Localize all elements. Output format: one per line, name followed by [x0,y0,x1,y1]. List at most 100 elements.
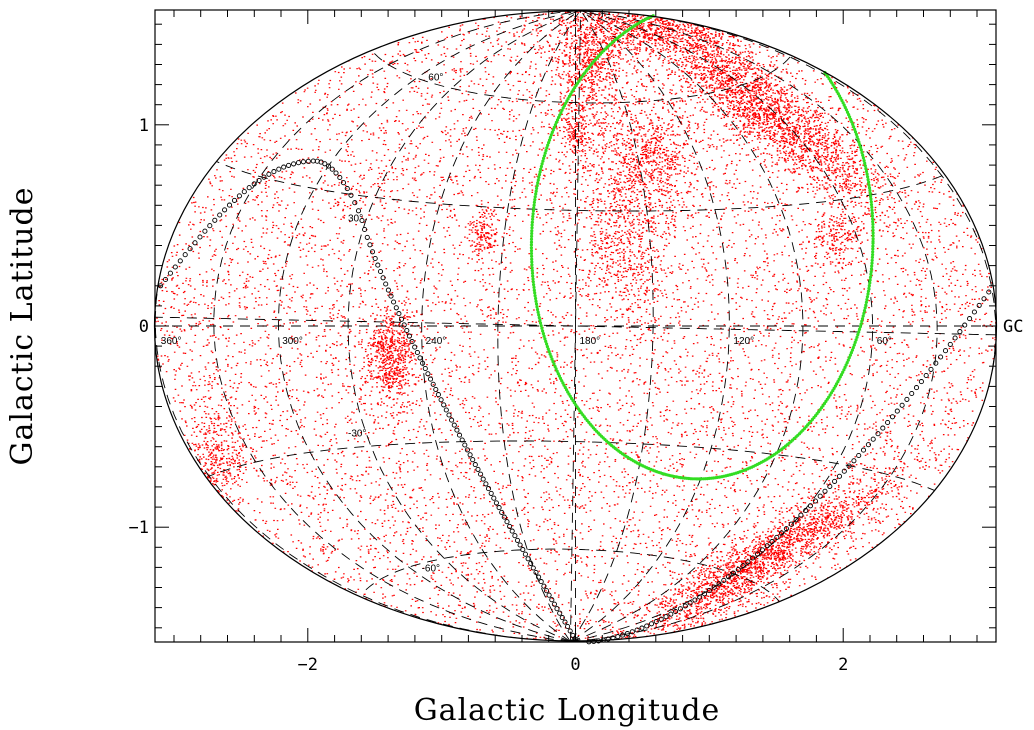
x-tick-label: 2 [838,655,848,675]
green-curve-marker [532,200,537,204]
green-curve-marker [861,156,866,160]
black-curve-marker [807,503,814,509]
green-curve-marker [844,363,848,367]
black-curve-marker [726,574,732,580]
black-curve-marker [187,246,193,252]
green-curve-marker [535,305,539,309]
green-curve-marker [865,172,869,176]
parallel--30 [208,440,937,492]
black-curve-marker [533,569,539,576]
black-curve-marker [923,372,929,379]
black-curve-marker [433,386,439,393]
green-curve-marker [862,159,866,163]
black-curve-marker [865,442,871,448]
black-curve-marker [236,193,242,199]
black-curve-marker [942,348,949,354]
black-curve-marker [192,240,198,246]
green-curve-marker [533,291,537,295]
black-curve-marker [764,543,770,549]
green-curve-marker [552,125,556,129]
green-curve-marker [853,127,857,131]
green-curve-marker [867,286,871,291]
green-curve-marker [555,369,559,373]
green-curve-marker [535,184,539,188]
black-curve-marker [300,159,306,165]
black-curve-marker [256,177,262,184]
green-curve-marker [870,205,874,209]
green-curve-marker [550,130,554,134]
green-curve-marker [530,231,534,236]
black-curve-marker [485,486,492,492]
green-curve-marker [842,368,846,372]
black-curve-marker [348,192,354,198]
black-curve-marker [449,417,455,423]
y-tick-label: 0 [139,317,149,337]
green-curve-marker [560,108,564,112]
point-cluster-left-edge-clump [174,358,260,512]
green-curve-marker [866,292,870,296]
green-curve-marker [861,314,865,318]
black-curve-marker [889,414,896,420]
black-curve-marker [470,457,476,463]
green-curve-marker [870,255,875,259]
black-curve-marker [172,264,178,270]
green-curve-marker [543,337,547,341]
black-curve-marker [422,365,428,372]
green-curve-marker [547,141,551,145]
green-curve-marker [530,271,535,275]
green-curve-marker [559,111,563,115]
green-curve-marker [871,228,875,232]
black-curve-marker [875,431,881,437]
black-curve-marker [697,594,703,600]
y-tick-label: −1 [129,518,149,538]
black-curve-marker [962,322,968,328]
black-curve-marker [783,526,789,532]
green-curve-marker [533,294,537,298]
green-curve-marker [866,178,870,182]
green-curve-marker [532,288,536,292]
green-curve-marker [530,234,534,238]
green-curve-marker [846,358,850,362]
green-curve-marker [859,148,863,152]
lat-label--30: -30° [348,429,366,440]
black-curve-marker [629,629,635,635]
black-curve-marker [286,162,292,168]
point-cluster-north-pole-cap [486,11,742,71]
black-curve-marker [496,505,502,511]
black-curve-marker [668,611,674,617]
green-curve-marker [864,167,868,171]
black-curve-marker [522,551,528,557]
green-curve-marker [538,170,542,174]
green-curve-marker [863,306,867,310]
black-curve-marker [398,316,405,322]
black-curve-marker [554,606,560,612]
x-tick-label: 0 [570,655,580,675]
green-curve-marker [554,120,559,124]
black-curve-marker [372,255,378,262]
meridian-300 [277,11,581,641]
green-curve-marker [861,153,865,157]
lon-label-240: 240° [426,336,447,347]
black-curve-marker [841,468,847,474]
black-curve-marker [451,422,457,428]
green-curve-marker [534,296,538,301]
green-curve-marker [540,162,544,166]
black-curve-marker [687,600,693,606]
green-curve-marker [549,133,553,137]
scatter-points [155,11,997,641]
green-curve-marker [532,203,536,207]
black-curve-marker [913,385,920,391]
point-cluster-cloud-mid-left [458,201,506,272]
green-curve-marker [855,335,859,339]
black-curve-marker [894,408,900,414]
green-curve-marker [853,340,857,344]
black-curve-marker [559,615,565,621]
green-curve-marker [850,348,855,352]
green-curve-marker [531,214,535,219]
black-curve-marker [509,528,515,534]
green-curve-marker [858,145,863,149]
black-curve-marker [493,500,499,506]
black-curve-marker [504,519,510,525]
black-curve-marker [677,606,683,612]
green-curve-marker [530,226,534,230]
